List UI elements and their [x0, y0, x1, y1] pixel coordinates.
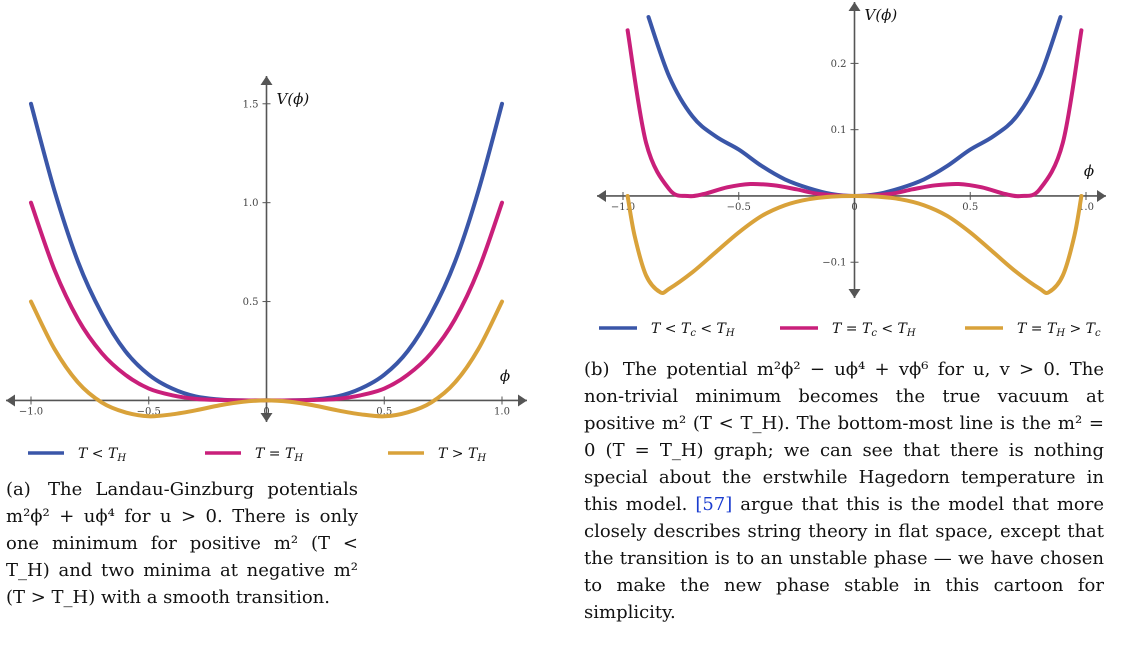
chart-b-y-axis-up-arrow-icon	[848, 2, 861, 11]
chart-a-x-tick-label: −0.5	[137, 406, 161, 417]
chart-b-y-tick-label: 0.1	[831, 125, 847, 136]
chart-b-legend-label: T = TH > Tc	[1017, 321, 1101, 339]
caption-b-text-1: The potential m²ϕ² − uϕ⁴ + vϕ⁶ for u, v …	[584, 359, 1104, 515]
chart-a-series-line-3	[29, 299, 504, 419]
chart-a-legend-label: T > TH	[438, 446, 486, 464]
figure-panel-a: −1.0 −0.5 0 0.5 1.0 0.5 1.0 1.5 ϕ V(ϕ) T < TH T = T…	[0, 0, 540, 672]
chart-a-x-tick-label: −1.0	[19, 406, 43, 417]
chart-a-legend-label: T < TH	[78, 446, 126, 464]
citation-link[interactable]: [57]	[695, 494, 733, 515]
chart-a-x-axis-right-arrow-icon	[518, 394, 527, 407]
caption-a: (a) The Landau-Ginzburg potentials m²ϕ² …	[6, 476, 358, 611]
chart-b-x-axis-right-arrow-icon	[1097, 189, 1106, 202]
chart-a-x-axis-label: ϕ	[500, 367, 510, 385]
chart-a-x-tick-label: 0.5	[376, 406, 392, 417]
chart-a-y-tick-label: 1.5	[243, 99, 259, 110]
caption-a-prefix: (a)	[6, 479, 31, 500]
chart-a-y-tick-label: 0.5	[243, 297, 259, 308]
chart-a-y-axis-label: V(ϕ)	[277, 90, 310, 108]
chart-b-y-tick-label: 0.2	[831, 59, 847, 70]
figure-panel-b: −1.0 −0.5 0 0.5 1.0 −0.1 0.1 0.2 ϕ V(ϕ) T < Tc < T…	[578, 0, 1121, 672]
chart-b-legend-label: T < Tc < TH	[651, 321, 735, 339]
chart-b-y-tick-label: −0.1	[822, 258, 846, 269]
caption-a-text: The Landau-Ginzburg potentials m²ϕ² + uϕ…	[6, 479, 358, 608]
chart-b-x-axis-label: ϕ	[1084, 162, 1094, 180]
chart-b-x-tick-label: 1.0	[1078, 202, 1094, 213]
chart-a-x-tick-label: 0	[263, 406, 269, 417]
chart-a-x-tick-label: 1.0	[494, 406, 510, 417]
chart-a-legend-label: T = TH	[255, 446, 303, 464]
caption-b-prefix: (b)	[584, 359, 610, 380]
chart-a-y-axis-up-arrow-icon	[260, 76, 273, 85]
chart-b-x-axis-left-arrow-icon	[597, 189, 606, 202]
chart-a-x-axis-left-arrow-icon	[6, 394, 15, 407]
chart-b-y-axis-down-arrow-icon	[848, 289, 861, 298]
chart-b-legend-label: T = Tc < TH	[832, 321, 916, 339]
chart-b-series-line-3	[625, 193, 1084, 295]
chart-b-x-tick-label: 0.5	[962, 202, 978, 213]
caption-b: (b) The potential m²ϕ² − uϕ⁴ + vϕ⁶ for u…	[584, 356, 1104, 626]
chart-b-x-tick-label: −1.0	[611, 202, 635, 213]
chart-a: −1.0 −0.5 0 0.5 1.0 0.5 1.0 1.5 ϕ V(ϕ) T < TH T = T…	[6, 76, 527, 464]
chart-a-y-axis-down-arrow-icon	[260, 413, 273, 422]
chart-b-y-axis-label: V(ϕ)	[865, 6, 898, 24]
chart-b: −1.0 −0.5 0 0.5 1.0 −0.1 0.1 0.2 ϕ V(ϕ) T < Tc < T…	[597, 2, 1106, 339]
chart-b-x-tick-label: 0	[851, 202, 857, 213]
chart-b-x-tick-label: −0.5	[727, 202, 751, 213]
caption-b-text-2: argue that this is the model that more c…	[584, 494, 1104, 623]
chart-a-y-tick-label: 1.0	[243, 198, 259, 209]
